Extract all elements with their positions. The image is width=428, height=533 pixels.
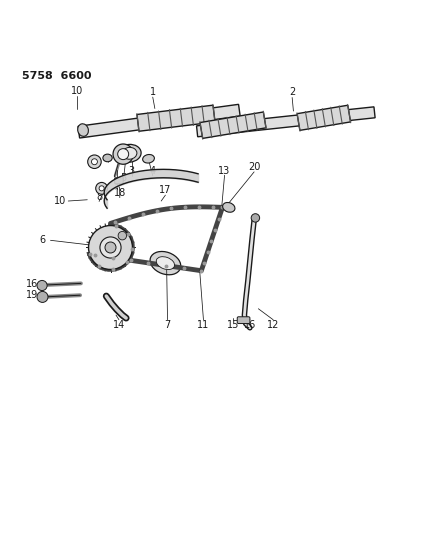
Polygon shape xyxy=(200,112,266,139)
Ellipse shape xyxy=(223,203,235,212)
Circle shape xyxy=(88,155,101,168)
Ellipse shape xyxy=(143,155,155,163)
Text: 7: 7 xyxy=(164,320,171,330)
Text: 19: 19 xyxy=(26,290,39,300)
Circle shape xyxy=(113,144,133,164)
Text: 15: 15 xyxy=(227,320,239,330)
Text: 9: 9 xyxy=(114,180,120,190)
Circle shape xyxy=(37,280,47,290)
Circle shape xyxy=(89,225,133,270)
Text: 10: 10 xyxy=(54,196,66,206)
Circle shape xyxy=(96,182,107,194)
Text: 8: 8 xyxy=(96,192,102,202)
Text: 13: 13 xyxy=(218,166,231,175)
Text: 5758  6600: 5758 6600 xyxy=(22,71,91,81)
FancyBboxPatch shape xyxy=(115,178,123,184)
Text: 20: 20 xyxy=(248,162,260,172)
Text: 10: 10 xyxy=(71,86,83,96)
Text: 18: 18 xyxy=(114,189,126,198)
Circle shape xyxy=(99,186,104,191)
Text: 1: 1 xyxy=(150,87,156,97)
Circle shape xyxy=(105,242,116,253)
Polygon shape xyxy=(78,104,240,138)
Text: 14: 14 xyxy=(113,320,125,330)
Ellipse shape xyxy=(118,144,141,162)
Text: 17: 17 xyxy=(159,185,172,196)
Text: 3: 3 xyxy=(128,166,135,176)
Ellipse shape xyxy=(150,252,181,275)
Circle shape xyxy=(100,237,121,258)
Ellipse shape xyxy=(122,147,137,159)
Text: 16: 16 xyxy=(244,320,256,330)
FancyBboxPatch shape xyxy=(237,317,250,324)
Text: 16: 16 xyxy=(26,279,39,289)
Polygon shape xyxy=(196,107,375,137)
Ellipse shape xyxy=(78,124,89,136)
Text: 5: 5 xyxy=(120,173,126,183)
Circle shape xyxy=(92,159,98,165)
Ellipse shape xyxy=(103,154,112,161)
Text: 4: 4 xyxy=(150,166,156,176)
Text: 6: 6 xyxy=(40,235,46,245)
Circle shape xyxy=(251,214,260,222)
Circle shape xyxy=(37,292,48,302)
Text: 12: 12 xyxy=(267,320,279,330)
Text: 2: 2 xyxy=(289,87,295,98)
Text: 11: 11 xyxy=(197,320,210,330)
Ellipse shape xyxy=(156,257,175,270)
Circle shape xyxy=(118,149,129,159)
Circle shape xyxy=(118,231,127,240)
Text: 8: 8 xyxy=(96,183,102,193)
Polygon shape xyxy=(297,105,351,131)
Polygon shape xyxy=(137,105,215,131)
